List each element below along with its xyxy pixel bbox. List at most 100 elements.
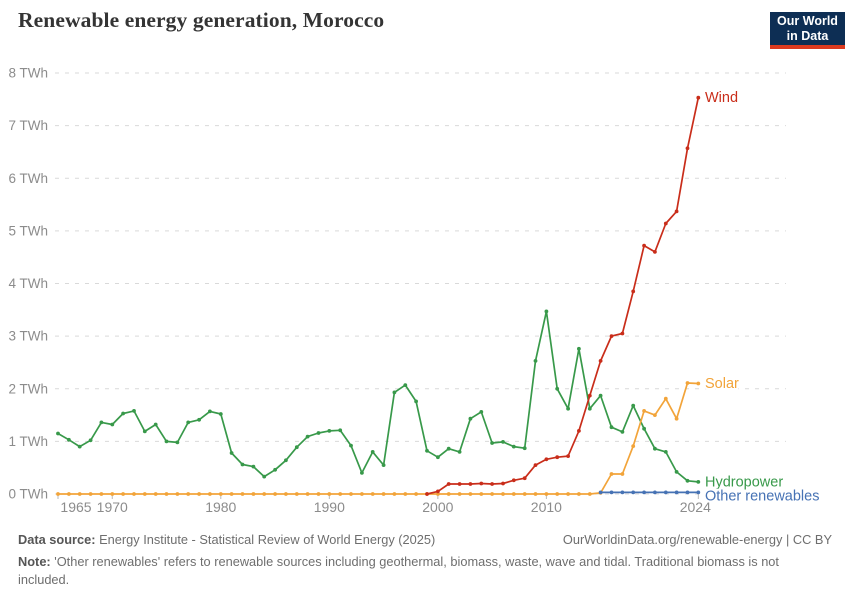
series-marker-hydropower bbox=[522, 446, 527, 451]
series-marker-hydropower bbox=[327, 429, 332, 433]
series-marker-solar bbox=[436, 492, 440, 496]
series-marker-solar bbox=[164, 492, 169, 496]
series-marker-wind bbox=[674, 209, 679, 214]
x-axis-label: 1970 bbox=[97, 499, 128, 515]
series-marker-wind bbox=[577, 429, 581, 433]
series-marker-hydropower bbox=[511, 444, 516, 449]
series-marker-wind bbox=[587, 393, 592, 398]
series-marker-other-renewables bbox=[696, 490, 701, 495]
series-marker-solar bbox=[262, 492, 267, 496]
series-marker-solar bbox=[251, 492, 256, 496]
series-marker-solar bbox=[403, 492, 408, 496]
series-marker-wind bbox=[511, 478, 516, 483]
series-marker-hydropower bbox=[240, 462, 245, 467]
series-marker-solar bbox=[685, 381, 690, 385]
series-marker-solar bbox=[609, 472, 614, 476]
chart-footer: Data source: Energy Institute - Statisti… bbox=[18, 531, 832, 590]
x-axis-label: 2024 bbox=[680, 499, 711, 515]
y-axis-label: 1 TWh bbox=[8, 434, 48, 449]
series-marker-wind bbox=[436, 489, 440, 494]
series-marker-wind bbox=[653, 250, 657, 254]
series-marker-hydropower bbox=[642, 426, 646, 431]
series-marker-other-renewables bbox=[620, 490, 625, 495]
series-marker-hydropower bbox=[218, 412, 223, 416]
series-marker-wind bbox=[609, 334, 614, 338]
series-marker-wind bbox=[620, 331, 625, 336]
series-marker-hydropower bbox=[99, 420, 104, 425]
series-marker-solar bbox=[240, 492, 245, 496]
series-marker-hydropower bbox=[229, 451, 234, 455]
series-marker-solar bbox=[110, 492, 115, 496]
series-marker-solar bbox=[533, 492, 538, 496]
series-marker-hydropower bbox=[631, 403, 636, 408]
series-marker-hydropower bbox=[56, 431, 60, 436]
series-marker-hydropower bbox=[197, 417, 202, 422]
series-marker-solar bbox=[642, 409, 646, 413]
series-marker-wind bbox=[663, 221, 668, 226]
series-marker-solar bbox=[566, 492, 570, 496]
series-marker-solar bbox=[370, 492, 375, 496]
series-marker-solar bbox=[186, 492, 191, 496]
note-text: 'Other renewables' refers to renewable s… bbox=[18, 553, 779, 588]
series-marker-hydropower bbox=[67, 437, 71, 442]
series-end-label-wind: Wind bbox=[705, 90, 738, 106]
series-line-wind[interactable] bbox=[426, 96, 700, 495]
series-marker-solar bbox=[142, 492, 147, 496]
series-marker-other-renewables bbox=[598, 490, 603, 495]
series-marker-solar bbox=[284, 492, 288, 496]
series-marker-wind bbox=[490, 482, 494, 486]
series-marker-wind bbox=[468, 482, 473, 486]
series-marker-solar bbox=[587, 492, 592, 496]
series-marker-hydropower bbox=[392, 390, 397, 395]
series-marker-hydropower bbox=[436, 455, 440, 460]
series-marker-solar bbox=[153, 492, 158, 496]
series-marker-hydropower bbox=[609, 425, 614, 430]
series-marker-hydropower bbox=[262, 474, 267, 479]
series-marker-solar bbox=[132, 492, 136, 496]
series-marker-solar bbox=[338, 492, 343, 496]
series-marker-hydropower bbox=[381, 463, 386, 467]
series-marker-solar bbox=[511, 492, 516, 496]
series-marker-solar bbox=[620, 472, 625, 476]
series-marker-solar bbox=[631, 444, 636, 448]
series-marker-solar bbox=[522, 492, 527, 496]
series-marker-wind bbox=[479, 481, 484, 486]
series-marker-hydropower bbox=[88, 438, 93, 443]
y-axis-label: 2 TWh bbox=[8, 381, 48, 396]
series-line-hydropower[interactable] bbox=[57, 310, 700, 483]
series-marker-wind bbox=[696, 95, 701, 100]
series-marker-solar bbox=[327, 492, 332, 496]
series-marker-solar bbox=[305, 492, 310, 496]
series-marker-hydropower bbox=[273, 467, 277, 472]
series-marker-solar bbox=[414, 492, 418, 496]
series-marker-other-renewables bbox=[653, 490, 657, 495]
owid-logo[interactable]: Our World in Data bbox=[770, 12, 845, 49]
series-marker-wind bbox=[501, 481, 505, 486]
x-axis-label: 1990 bbox=[314, 499, 345, 515]
series-marker-hydropower bbox=[663, 450, 668, 454]
series-marker-other-renewables bbox=[631, 490, 636, 495]
series-marker-other-renewables bbox=[642, 490, 646, 495]
series-marker-wind bbox=[685, 146, 690, 151]
chart-note: Note: 'Other renewables' refers to renew… bbox=[18, 553, 832, 590]
series-marker-hydropower bbox=[414, 399, 418, 404]
owid-logo-line1: Our World bbox=[777, 13, 838, 28]
owid-logo-line2: in Data bbox=[786, 28, 829, 43]
series-marker-hydropower bbox=[305, 434, 310, 439]
series-marker-hydropower bbox=[110, 422, 115, 427]
series-marker-solar bbox=[88, 492, 93, 496]
series-marker-solar bbox=[653, 413, 657, 417]
series-marker-solar bbox=[67, 492, 71, 496]
series-marker-solar bbox=[218, 492, 223, 496]
series-marker-solar bbox=[121, 492, 125, 496]
y-axis-label: 0 TWh bbox=[8, 487, 48, 502]
line-chart[interactable]: 0 TWh 1 TWh 2 TWh 3 TWh 4 TWh 5 TWh 6 TWh 7 TWh… bbox=[0, 0, 850, 530]
series-marker-solar bbox=[663, 396, 668, 401]
owid-link[interactable]: OurWorldinData.org/renewable-energy | CC… bbox=[562, 532, 832, 547]
series-marker-solar bbox=[77, 492, 82, 496]
series-end-label-other-renewables: Other renewables bbox=[705, 488, 819, 504]
series-marker-solar bbox=[392, 492, 397, 496]
series-marker-hydropower bbox=[501, 440, 505, 444]
series-marker-solar bbox=[577, 492, 581, 496]
series-marker-hydropower bbox=[425, 448, 429, 453]
